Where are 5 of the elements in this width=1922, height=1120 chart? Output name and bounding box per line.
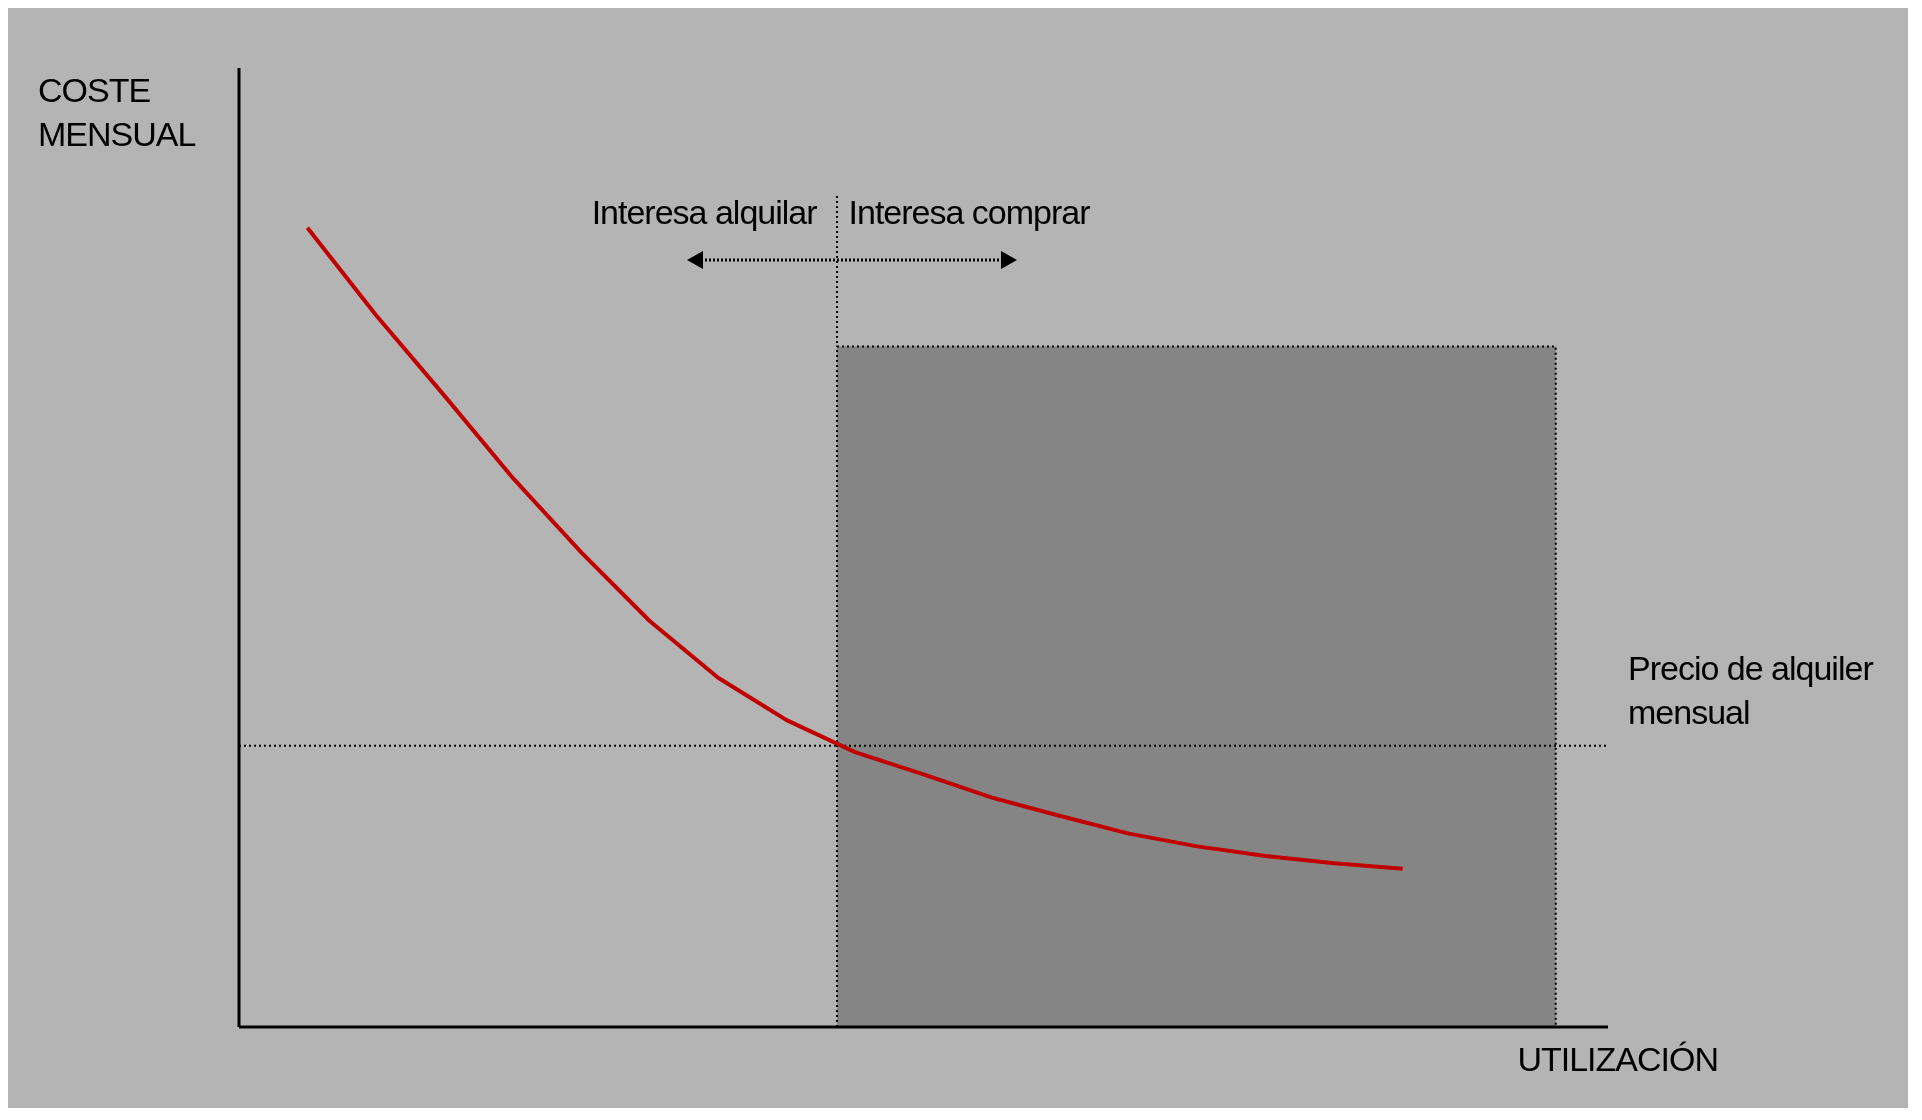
y-axis-title: COSTE MENSUAL [38,70,197,155]
ref-line-label: Precio de alquiler mensual [1628,648,1875,734]
annotation: Interesa comprar [848,193,1090,232]
annotation: Interesa alquilar [591,193,817,232]
x-axis-title: UTILIZACIÓN [1517,1040,1718,1079]
